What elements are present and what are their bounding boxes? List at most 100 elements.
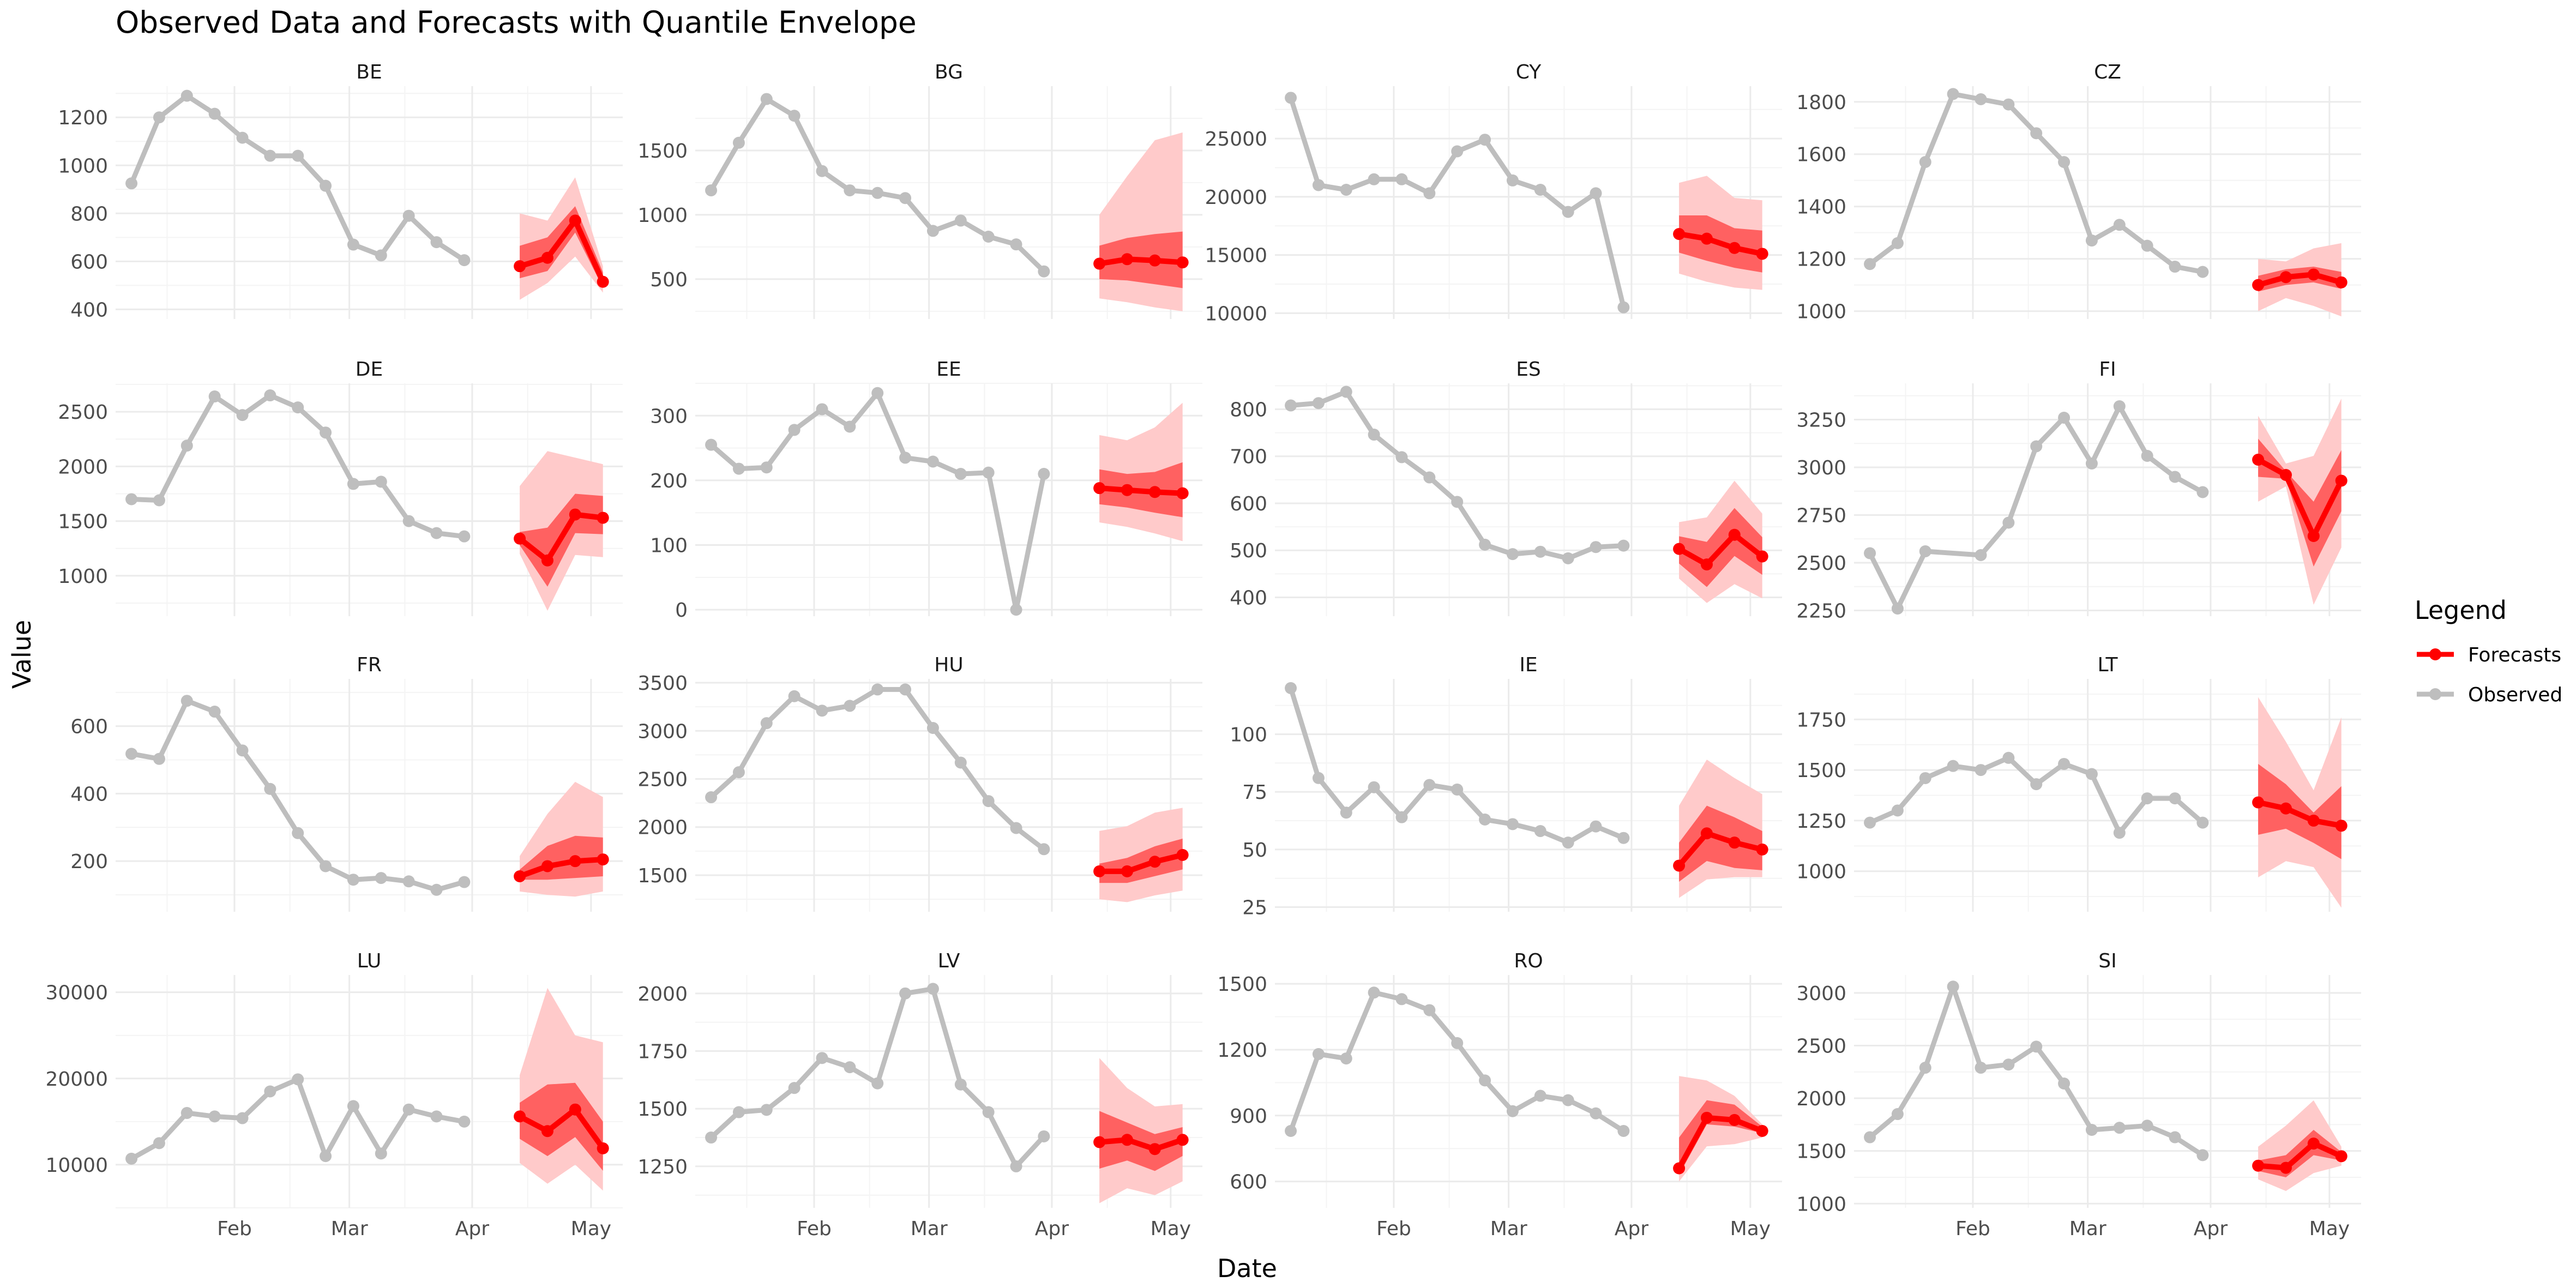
observed-point — [1038, 1130, 1050, 1142]
observed-point — [1919, 545, 1931, 557]
panel-strip-label: BE — [356, 61, 382, 83]
observed-point — [1617, 832, 1630, 844]
observed-point — [153, 494, 165, 507]
observed-point — [292, 1073, 304, 1086]
forecast-point — [1728, 1114, 1741, 1126]
forecast-point — [1148, 486, 1161, 498]
panel-hu: HU 1500 2000 2500 3000 3500 — [637, 654, 1202, 912]
y-tick-label: 3000 — [1796, 457, 1846, 479]
y-tick-label: 200 — [650, 470, 688, 492]
forecast-point — [1673, 1162, 1686, 1175]
observed-point — [1534, 825, 1546, 838]
forecast-point — [514, 532, 526, 545]
legend-entries: Forecasts Observed — [2417, 644, 2562, 706]
observed-point — [320, 426, 332, 439]
observed-point — [236, 409, 249, 422]
forecast-point — [1121, 253, 1133, 266]
observed-point — [2085, 1124, 2098, 1136]
observed-point — [1395, 811, 1408, 823]
y-tick-label: 30000 — [45, 982, 108, 1004]
observed-point — [760, 93, 773, 105]
forecast-point — [541, 251, 553, 264]
observed-point — [1562, 1094, 1574, 1106]
observed-point — [816, 403, 828, 416]
y-tick-label: 3250 — [1796, 410, 1846, 432]
observed-point — [125, 748, 138, 760]
panel-strip-label: CY — [1516, 61, 1542, 83]
forecast-point — [1176, 848, 1189, 861]
observed-point — [1919, 1062, 1931, 1074]
forecast-point — [1673, 228, 1686, 240]
x-tick-label: Mar — [331, 1218, 368, 1240]
panel-lv: LV 1250 1500 1750 2000 Feb Mar Apr May — [637, 950, 1202, 1240]
observed-point — [458, 876, 471, 888]
observed-point — [1010, 238, 1022, 251]
observed-point — [1423, 1004, 1436, 1016]
y-tick-label: 500 — [650, 269, 688, 291]
y-tick-label: 1500 — [637, 865, 688, 887]
observed-point — [1368, 781, 1380, 793]
observed-point — [153, 111, 165, 124]
forecast-point — [1093, 482, 1106, 495]
observed-point — [1534, 1090, 1546, 1102]
observed-point — [2002, 1058, 2015, 1071]
forecast-point — [1756, 248, 1768, 260]
observed-point — [402, 1103, 415, 1116]
forecast-point — [541, 1125, 553, 1137]
panel-strip-label: EE — [936, 358, 961, 381]
forecast-line — [2255, 1141, 2344, 1171]
forecast-inner-band — [2258, 267, 2342, 292]
y-tick-label: 900 — [1230, 1105, 1267, 1128]
y-tick-label: 20000 — [1205, 186, 1267, 209]
observed-point — [1285, 399, 1297, 412]
legend-entry-label: Forecasts — [2468, 644, 2561, 666]
x-tick-label: Feb — [217, 1218, 252, 1240]
forecast-outer-band — [1679, 1076, 1762, 1182]
observed-point — [1891, 603, 1904, 615]
observed-point — [1395, 993, 1408, 1006]
y-tick-label: 1000 — [1796, 1193, 1846, 1215]
observed-point — [844, 184, 856, 197]
y-tick-label: 1500 — [1796, 1141, 1846, 1163]
x-tick-label: Apr — [1615, 1218, 1648, 1240]
y-tick-label: 2000 — [1796, 1088, 1846, 1110]
observed-point — [954, 214, 967, 227]
observed-point — [1506, 818, 1519, 830]
observed-point — [1423, 779, 1436, 791]
legend-entry-forecasts: Forecasts — [2417, 644, 2561, 666]
forecast-point — [1700, 558, 1713, 571]
forecast-line — [517, 218, 606, 285]
observed-point — [760, 461, 773, 474]
panel-strip-label: LU — [357, 950, 382, 972]
observed-point — [732, 1106, 745, 1118]
forecast-point — [2335, 820, 2348, 832]
observed-point — [1506, 1105, 1519, 1117]
observed-point — [347, 238, 359, 251]
observed-point — [732, 462, 745, 475]
forecast-point — [2252, 796, 2265, 809]
forecast-point — [1728, 242, 1741, 254]
forecast-point — [2279, 469, 2292, 481]
observed-point — [705, 1131, 718, 1144]
observed-point — [430, 527, 443, 539]
observed-point — [347, 478, 359, 490]
panel-fi: FI 2250 2500 2750 3000 3250 — [1796, 358, 2361, 623]
y-tick-label: 2000 — [637, 983, 688, 1006]
observed-point — [375, 872, 387, 884]
observed-point — [292, 149, 304, 162]
forecast-inner-band — [2258, 763, 2342, 859]
observed-point — [264, 1085, 276, 1098]
observed-point — [732, 766, 745, 779]
observed-point — [375, 249, 387, 262]
forecast-point — [597, 511, 609, 524]
observed-point — [2141, 239, 2153, 252]
observed-point — [844, 700, 856, 712]
observed-point — [1534, 545, 1546, 558]
y-tick-label: 3000 — [637, 720, 688, 743]
observed-point — [1617, 539, 1630, 552]
y-tick-label: 1000 — [58, 155, 108, 177]
observed-point — [2002, 751, 2015, 764]
observed-point — [2002, 98, 2015, 111]
y-tick-label: 600 — [70, 251, 108, 273]
observed-point — [1919, 156, 1931, 168]
